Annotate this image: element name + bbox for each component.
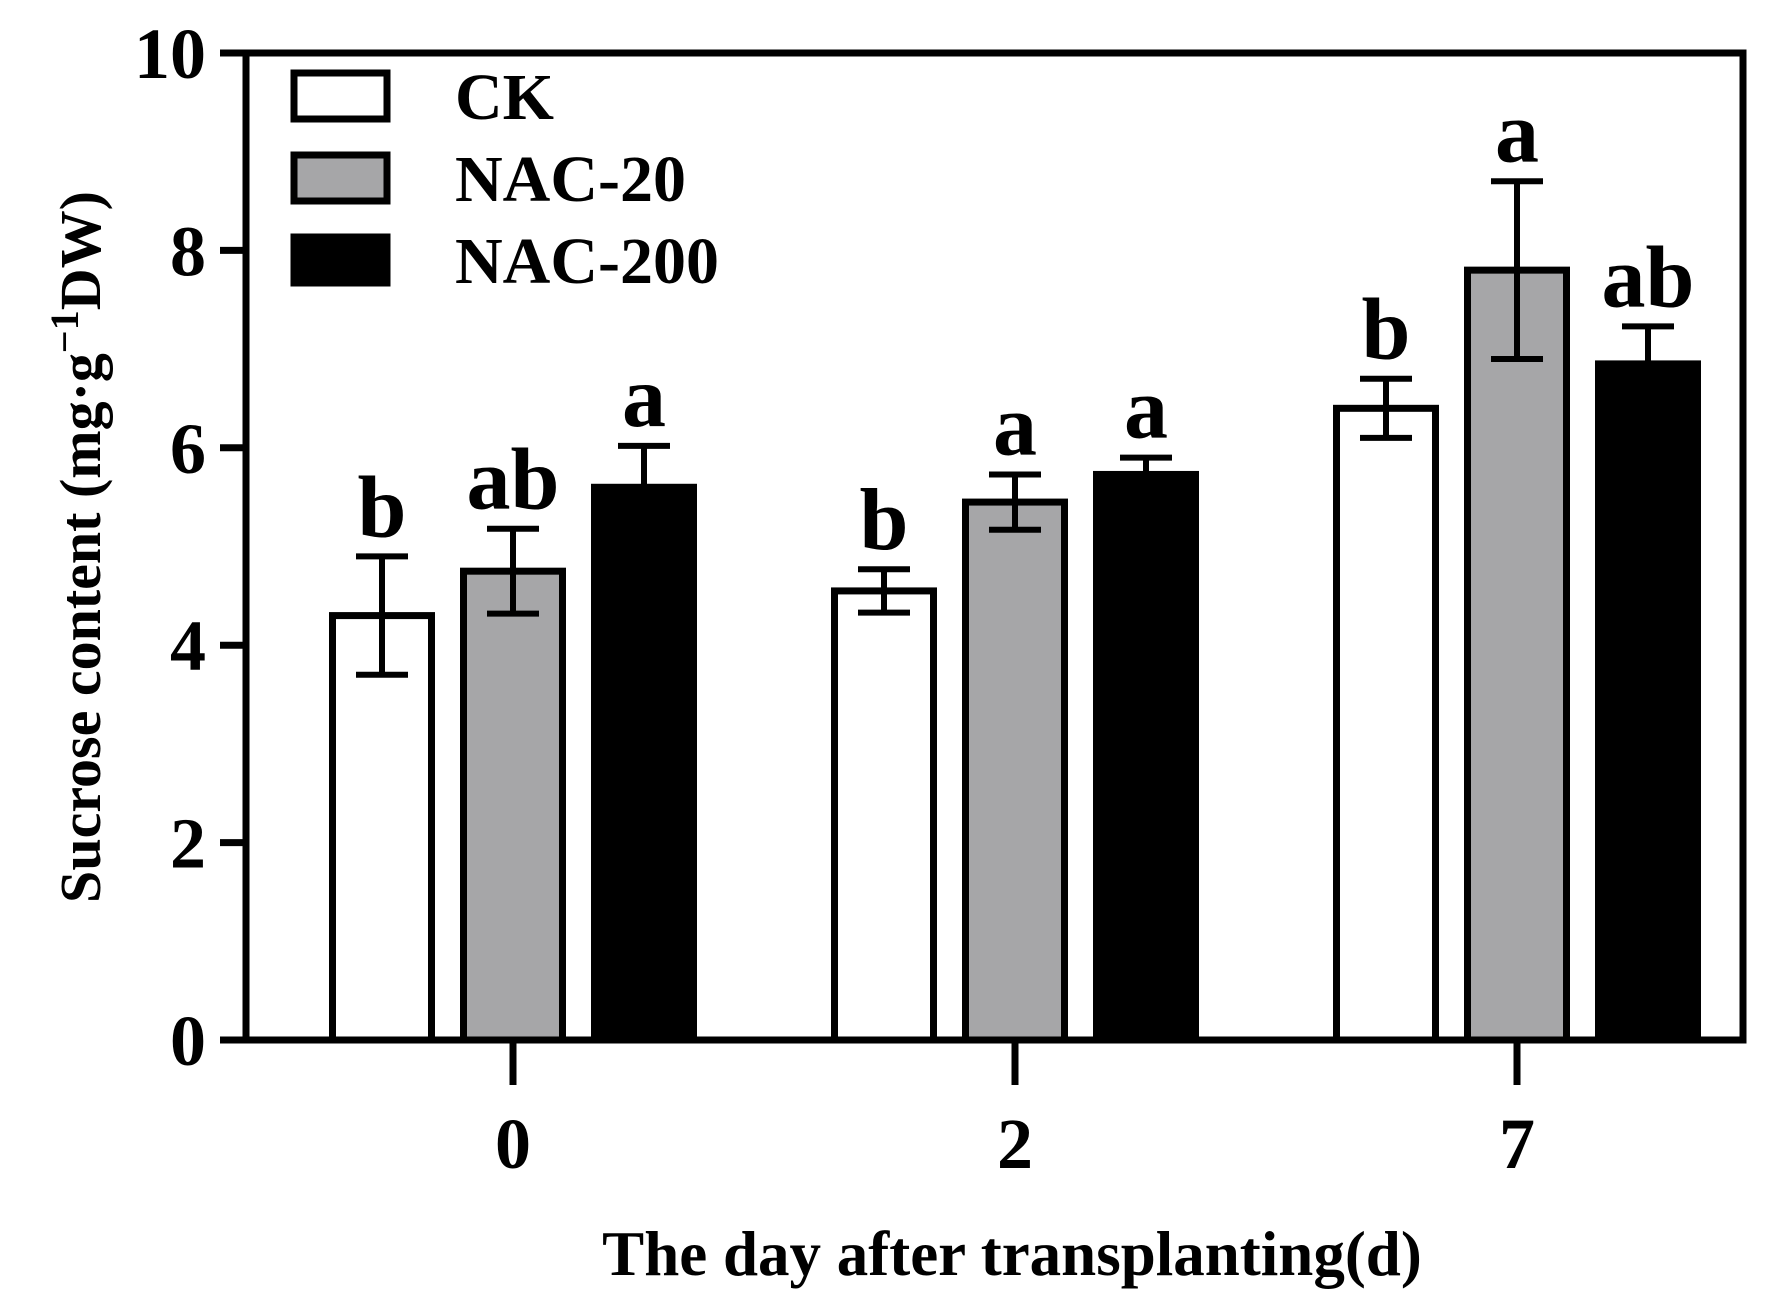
- error-bar-nac-20-day-2: [989, 471, 1041, 533]
- significance-letter-nac-200-day-0: a: [622, 349, 666, 446]
- bar-nac-20-day-2: [962, 498, 1068, 1044]
- y-axis-label: Sucrose content (mg·g−1DW): [42, 191, 114, 903]
- bar-ck-day-0: [329, 612, 435, 1044]
- legend-label-nac-200: NAC-200: [455, 225, 719, 298]
- error-bar-nac-200-day-0: [618, 442, 670, 532]
- legend-swatch-nac-20: [290, 151, 391, 205]
- bar-nac-20-day-7: [1464, 266, 1570, 1044]
- error-bar-ck-day-0: [356, 553, 408, 678]
- x-axis-label: The day after transplanting(d): [602, 1219, 1422, 1289]
- y-tick-label-0: 0: [170, 1001, 206, 1081]
- significance-letter-nac-200-day-7: ab: [1602, 229, 1695, 326]
- error-bar-nac-200-day-2: [1120, 454, 1172, 495]
- legend-swatch-ck: [290, 69, 391, 123]
- legend-swatch-nac-200: [290, 233, 391, 287]
- error-bar-nac-20-day-0: [487, 525, 539, 617]
- x-tick-label-2: 2: [997, 1104, 1033, 1184]
- error-bar-ck-day-2: [858, 566, 910, 616]
- plot-frame: [242, 49, 1747, 1044]
- bar-nac-200-day-2: [1093, 470, 1199, 1044]
- significance-letter-ck-day-2: b: [860, 472, 909, 569]
- significance-letter-ck-day-7: b: [1362, 282, 1411, 379]
- error-bar-nac-200-day-7: [1622, 323, 1674, 405]
- x-tick-label-7: 7: [1499, 1104, 1535, 1184]
- error-bar-nac-20-day-7: [1491, 178, 1543, 362]
- bar-nac-200-day-0: [591, 483, 697, 1044]
- significance-letter-nac-20-day-2: a: [993, 377, 1037, 474]
- x-tick-label-0: 0: [495, 1104, 531, 1184]
- legend-label-nac-20: NAC-20: [455, 143, 686, 216]
- y-tick-label-6: 6: [170, 409, 206, 489]
- significance-letter-nac-200-day-2: a: [1124, 361, 1168, 458]
- significance-letter-nac-20-day-7: a: [1495, 84, 1539, 181]
- legend-label-ck: CK: [455, 61, 554, 134]
- y-tick-label-10: 10: [134, 14, 206, 94]
- bar-ck-day-2: [831, 587, 937, 1044]
- bar-nac-200-day-7: [1595, 360, 1701, 1044]
- y-tick-label-4: 4: [170, 606, 206, 686]
- significance-letter-nac-20-day-0: ab: [467, 432, 560, 529]
- significance-letter-ck-day-0: b: [358, 459, 407, 556]
- y-tick-label-8: 8: [170, 211, 206, 291]
- bar-nac-20-day-0: [460, 567, 566, 1044]
- bar-ck-day-7: [1333, 404, 1439, 1044]
- error-bar-ck-day-7: [1360, 375, 1412, 441]
- y-tick-label-2: 2: [170, 804, 206, 884]
